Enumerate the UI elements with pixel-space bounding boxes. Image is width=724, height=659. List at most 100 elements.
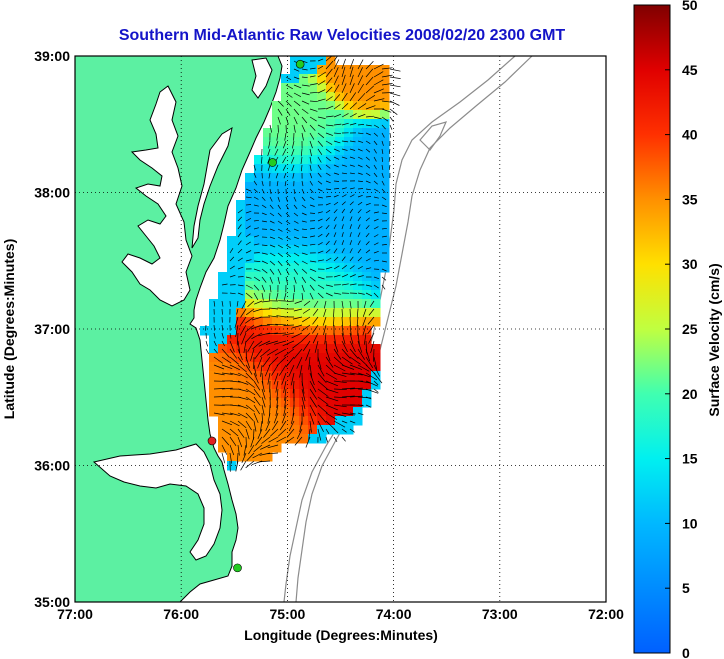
velocity-vector [252,452,263,459]
velocity-vector [275,404,279,416]
velocity-cell [317,209,327,219]
velocity-vector [365,202,371,206]
velocity-vector [261,220,267,223]
velocity-vector [381,140,384,146]
velocity-vector [283,324,295,326]
velocity-cell [335,92,345,102]
radar-station-marker [268,158,277,167]
velocity-vector [357,209,362,214]
velocity-cell [335,299,345,309]
velocity-cell [290,407,300,417]
velocity-cell [353,191,363,201]
velocity-cell [245,173,255,183]
velocity-cell [371,146,381,156]
velocity-vector [269,260,276,266]
velocity-cell [335,173,345,183]
velocity-vector [301,92,310,96]
velocity-cell [227,443,237,453]
velocity-vector [373,79,384,86]
velocity-vector [381,180,385,186]
velocity-vector [221,412,233,415]
velocity-vector [373,180,378,185]
velocity-vector [221,283,228,286]
velocity-vector [309,196,315,200]
velocity-vector [254,300,263,305]
velocity-vector [317,180,323,185]
velocity-vector [341,224,344,230]
velocity-cell [371,191,381,201]
velocity-vector [357,216,361,222]
velocity-vector [373,292,379,298]
velocity-cell [308,290,318,300]
velocity-cell [263,146,273,156]
velocity-cell [245,407,255,417]
velocity-cell [308,254,318,264]
velocity-cell [362,236,372,246]
velocity-vector [253,404,260,415]
velocity-cell [290,119,300,129]
velocity-vector [245,225,251,230]
velocity-vector [213,324,215,331]
colorbar-tick-label: 25 [682,321,698,337]
velocity-vector [341,113,349,118]
velocity-cell [272,263,282,273]
velocity-cell [209,299,219,309]
velocity-vector [277,428,287,437]
velocity-cell [335,281,345,291]
velocity-vector [301,204,307,209]
velocity-cell [308,281,318,291]
velocity-cell [290,74,300,84]
velocity-cell [299,236,309,246]
velocity-cell [344,227,354,237]
velocity-vector [308,428,311,441]
velocity-vector [269,252,276,257]
plot-area [74,55,607,603]
velocity-cell [281,155,291,165]
velocity-vector [245,380,255,388]
y-tick-label: 36:00 [34,458,70,474]
velocity-cell [317,164,327,174]
velocity-cell [308,155,318,165]
velocity-cell [290,281,300,291]
velocity-vector [292,380,295,394]
velocity-vector [325,292,333,297]
velocity-cell [317,263,327,273]
velocity-vector [317,412,327,423]
velocity-cell [254,398,264,408]
velocity-vector [341,356,353,365]
velocity-cell [362,281,372,291]
x-tick-label: 73:00 [482,606,518,622]
velocity-vector [381,124,386,130]
velocity-vector [341,66,346,78]
velocity-vector [294,300,303,304]
velocity-vector [313,300,319,308]
velocity-vector [357,124,365,126]
velocity-cell [353,263,363,273]
y-tick-label: 38:00 [34,185,70,201]
velocity-vector [277,196,280,202]
velocity-cell [236,380,246,390]
velocity-vector [229,420,240,427]
velocity-cell [344,137,354,147]
colorbar-tick-label: 10 [682,515,698,531]
velocity-cell [236,434,246,444]
velocity-vector [365,210,371,214]
radar-station-marker [207,436,217,446]
velocity-vector [333,274,341,278]
velocity-cell [281,434,291,444]
colorbar-label: Surface Velocity (cm/s) [706,263,722,416]
velocity-cell [263,137,273,147]
velocity-vector [245,210,252,214]
velocity-vector [309,284,315,291]
velocity-vector [325,428,330,434]
velocity-vector [341,216,345,222]
velocity-vector [237,240,242,246]
velocity-vector [333,404,347,408]
velocity-cell [317,416,327,426]
velocity-cell [326,326,336,336]
velocity-cell [263,317,273,327]
velocity-vector [357,412,364,416]
velocity-cell [245,416,255,426]
velocity-vector [362,324,367,336]
velocity-cell [308,191,318,201]
